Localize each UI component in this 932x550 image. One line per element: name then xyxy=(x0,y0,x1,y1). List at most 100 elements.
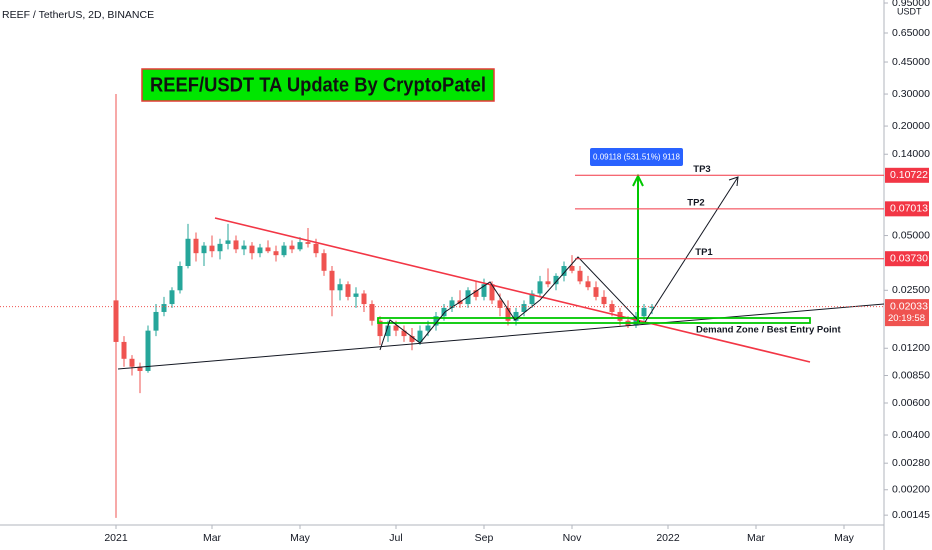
axis-unit: USDT xyxy=(897,6,922,16)
candle-body xyxy=(241,245,247,250)
y-tick-label: 0.02500 xyxy=(892,284,930,296)
level-price-label: 0.10722 xyxy=(890,169,928,181)
candle-body xyxy=(289,245,295,250)
candle-body xyxy=(169,290,175,305)
x-tick-label: 2021 xyxy=(104,532,128,544)
y-tick-label: 0.00280 xyxy=(892,457,930,469)
candle-body xyxy=(377,320,383,337)
x-tick-label: Nov xyxy=(563,532,582,544)
candle-body xyxy=(449,300,455,308)
candle-body xyxy=(489,284,495,301)
y-tick-label: 0.00400 xyxy=(892,429,930,441)
candle-body xyxy=(425,325,431,331)
y-tick-label: 0.00145 xyxy=(892,509,930,521)
candle-body xyxy=(113,300,119,342)
y-tick-label: 0.01200 xyxy=(892,342,930,354)
y-tick-label: 0.05000 xyxy=(892,229,930,241)
y-tick-label: 0.65000 xyxy=(892,27,930,39)
candle-body xyxy=(177,266,183,291)
candle-body xyxy=(633,316,639,326)
candle-body xyxy=(561,266,567,276)
x-tick-label: May xyxy=(290,532,311,544)
projection-arrow xyxy=(644,176,739,323)
candle-body xyxy=(329,270,335,291)
candle-body xyxy=(473,290,479,297)
candle-body xyxy=(505,307,511,321)
y-tick-label: 0.45000 xyxy=(892,56,930,68)
candle-body xyxy=(545,281,551,285)
level-price-box xyxy=(885,201,929,217)
candle-body xyxy=(441,307,447,317)
candle-body xyxy=(569,266,575,271)
x-tick-label: 2022 xyxy=(656,532,680,544)
y-tick-label: 0.30000 xyxy=(892,88,930,100)
title-box xyxy=(141,68,495,102)
level-name: TP2 xyxy=(687,197,704,208)
candle-body xyxy=(185,238,191,267)
candle-body xyxy=(137,366,143,371)
measure-label: 0.09118 (531.51%) 9118 xyxy=(593,153,680,162)
candle-body xyxy=(553,275,559,285)
candle-body xyxy=(433,316,439,326)
candle-body xyxy=(497,300,503,308)
candle-body xyxy=(265,247,271,252)
candle-body xyxy=(649,306,655,308)
candle-body xyxy=(601,296,607,305)
candle-body xyxy=(361,293,367,305)
demand-zone xyxy=(377,317,811,324)
measure-box xyxy=(590,148,683,166)
chart-title: REEF/USDT TA Update By CryptoPatel xyxy=(150,74,486,96)
candle-body xyxy=(273,251,279,256)
level-name: TP3 xyxy=(693,164,710,175)
candle-body xyxy=(393,325,399,331)
candle-body xyxy=(577,270,583,282)
x-tick-label: Mar xyxy=(747,532,766,544)
candle-body xyxy=(321,253,327,271)
candle-body xyxy=(313,243,319,254)
candle-body xyxy=(201,245,207,254)
projection-arrow-head xyxy=(728,176,739,187)
x-tick-label: Jul xyxy=(389,532,402,544)
candle-body xyxy=(153,311,159,331)
candle-body xyxy=(609,304,615,312)
candle-body xyxy=(385,325,391,337)
candle-body xyxy=(121,341,127,359)
target-arrow-head xyxy=(632,173,644,187)
candle-body xyxy=(193,238,199,254)
symbol-header: REEF / TetherUS, 2D, BINANCE xyxy=(2,9,154,21)
candle-body xyxy=(305,242,311,244)
level-name: TP1 xyxy=(695,247,713,258)
candle-body xyxy=(593,287,599,297)
drawings: 0.09118 (531.51%) 9118 Demand Zone / Bes… xyxy=(117,148,885,370)
x-tick-label: May xyxy=(834,532,855,544)
level-price-box xyxy=(885,167,929,183)
candle-body xyxy=(409,336,415,342)
candle-body xyxy=(129,358,135,367)
x-tick-label: Sep xyxy=(475,532,494,544)
candle-body xyxy=(217,243,223,252)
candle-body xyxy=(145,330,151,371)
countdown-label: 20:19:58 xyxy=(888,313,925,324)
candle-body xyxy=(369,304,375,321)
y-tick-label: 0.20000 xyxy=(892,120,930,132)
candle-body xyxy=(513,311,519,321)
candle-body xyxy=(537,281,543,294)
candle-body xyxy=(337,284,343,291)
last-price-label: 0.02033 xyxy=(890,300,928,312)
candle-body xyxy=(353,293,359,297)
y-tick-label: 0.00850 xyxy=(892,369,930,381)
candles xyxy=(113,94,655,518)
candle-body xyxy=(233,240,239,250)
resistance-line xyxy=(214,217,811,363)
candle-body xyxy=(249,245,255,254)
y-tick-label: 0.00200 xyxy=(892,484,930,496)
level-price-label: 0.03730 xyxy=(890,252,928,264)
candle-body xyxy=(209,245,215,252)
candle-body xyxy=(225,240,231,244)
candle-body xyxy=(521,304,527,312)
candle-body xyxy=(281,245,287,256)
candle-body xyxy=(585,281,591,288)
zone-label: Demand Zone / Best Entry Point xyxy=(696,325,841,336)
candle-body xyxy=(401,330,407,337)
